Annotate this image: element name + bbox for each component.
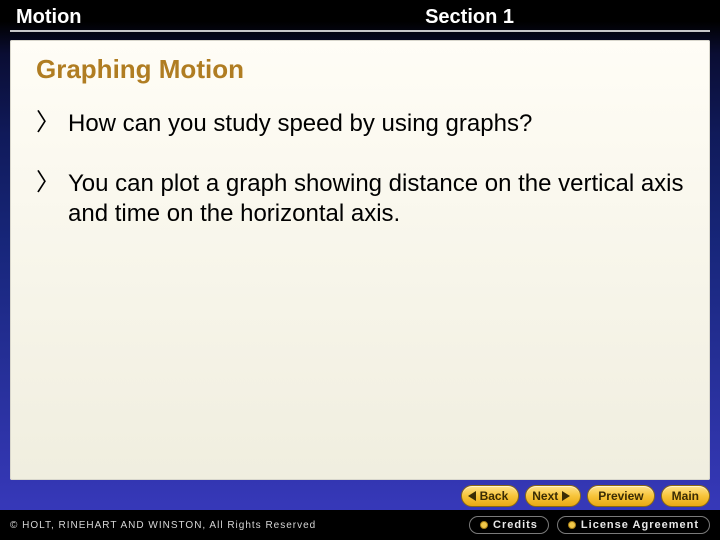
license-label: License Agreement <box>581 519 699 531</box>
back-label: Back <box>480 489 509 503</box>
bullet-glyph: 〉 <box>36 169 60 197</box>
dot-icon <box>568 521 576 529</box>
header-left: Motion <box>16 6 82 29</box>
bullet-item: 〉 You can plot a graph showing distance … <box>36 169 690 229</box>
nav-bar: Back Next Preview Main <box>0 482 720 510</box>
arrow-left-icon <box>468 491 476 501</box>
slide-title: Graphing Motion <box>36 54 690 85</box>
dot-icon <box>480 521 488 529</box>
credits-button[interactable]: Credits <box>469 516 549 534</box>
next-button[interactable]: Next <box>525 485 581 507</box>
preview-label: Preview <box>598 489 643 503</box>
bullet-text: How can you study speed by using graphs? <box>68 109 532 139</box>
bullet-text: You can plot a graph showing distance on… <box>68 169 690 229</box>
arrow-right-icon <box>562 491 570 501</box>
license-button[interactable]: License Agreement <box>557 516 710 534</box>
footer-bar: © HOLT, RINEHART AND WINSTON, All Rights… <box>0 510 720 540</box>
header-divider <box>10 30 710 32</box>
next-label: Next <box>532 489 558 503</box>
copyright-text: © HOLT, RINEHART AND WINSTON, All Rights… <box>10 520 316 531</box>
back-button[interactable]: Back <box>461 485 520 507</box>
slide-header: Motion Section 1 <box>0 0 720 30</box>
main-label: Main <box>672 489 699 503</box>
content-panel: Graphing Motion 〉 How can you study spee… <box>10 40 710 480</box>
header-right: Section 1 <box>425 6 514 29</box>
footer-buttons: Credits License Agreement <box>469 516 710 534</box>
main-button[interactable]: Main <box>661 485 710 507</box>
bullet-glyph: 〉 <box>36 109 60 137</box>
bullet-item: 〉 How can you study speed by using graph… <box>36 109 690 139</box>
slide: Motion Section 1 Graphing Motion 〉 How c… <box>0 0 720 540</box>
credits-label: Credits <box>493 519 538 531</box>
preview-button[interactable]: Preview <box>587 485 654 507</box>
